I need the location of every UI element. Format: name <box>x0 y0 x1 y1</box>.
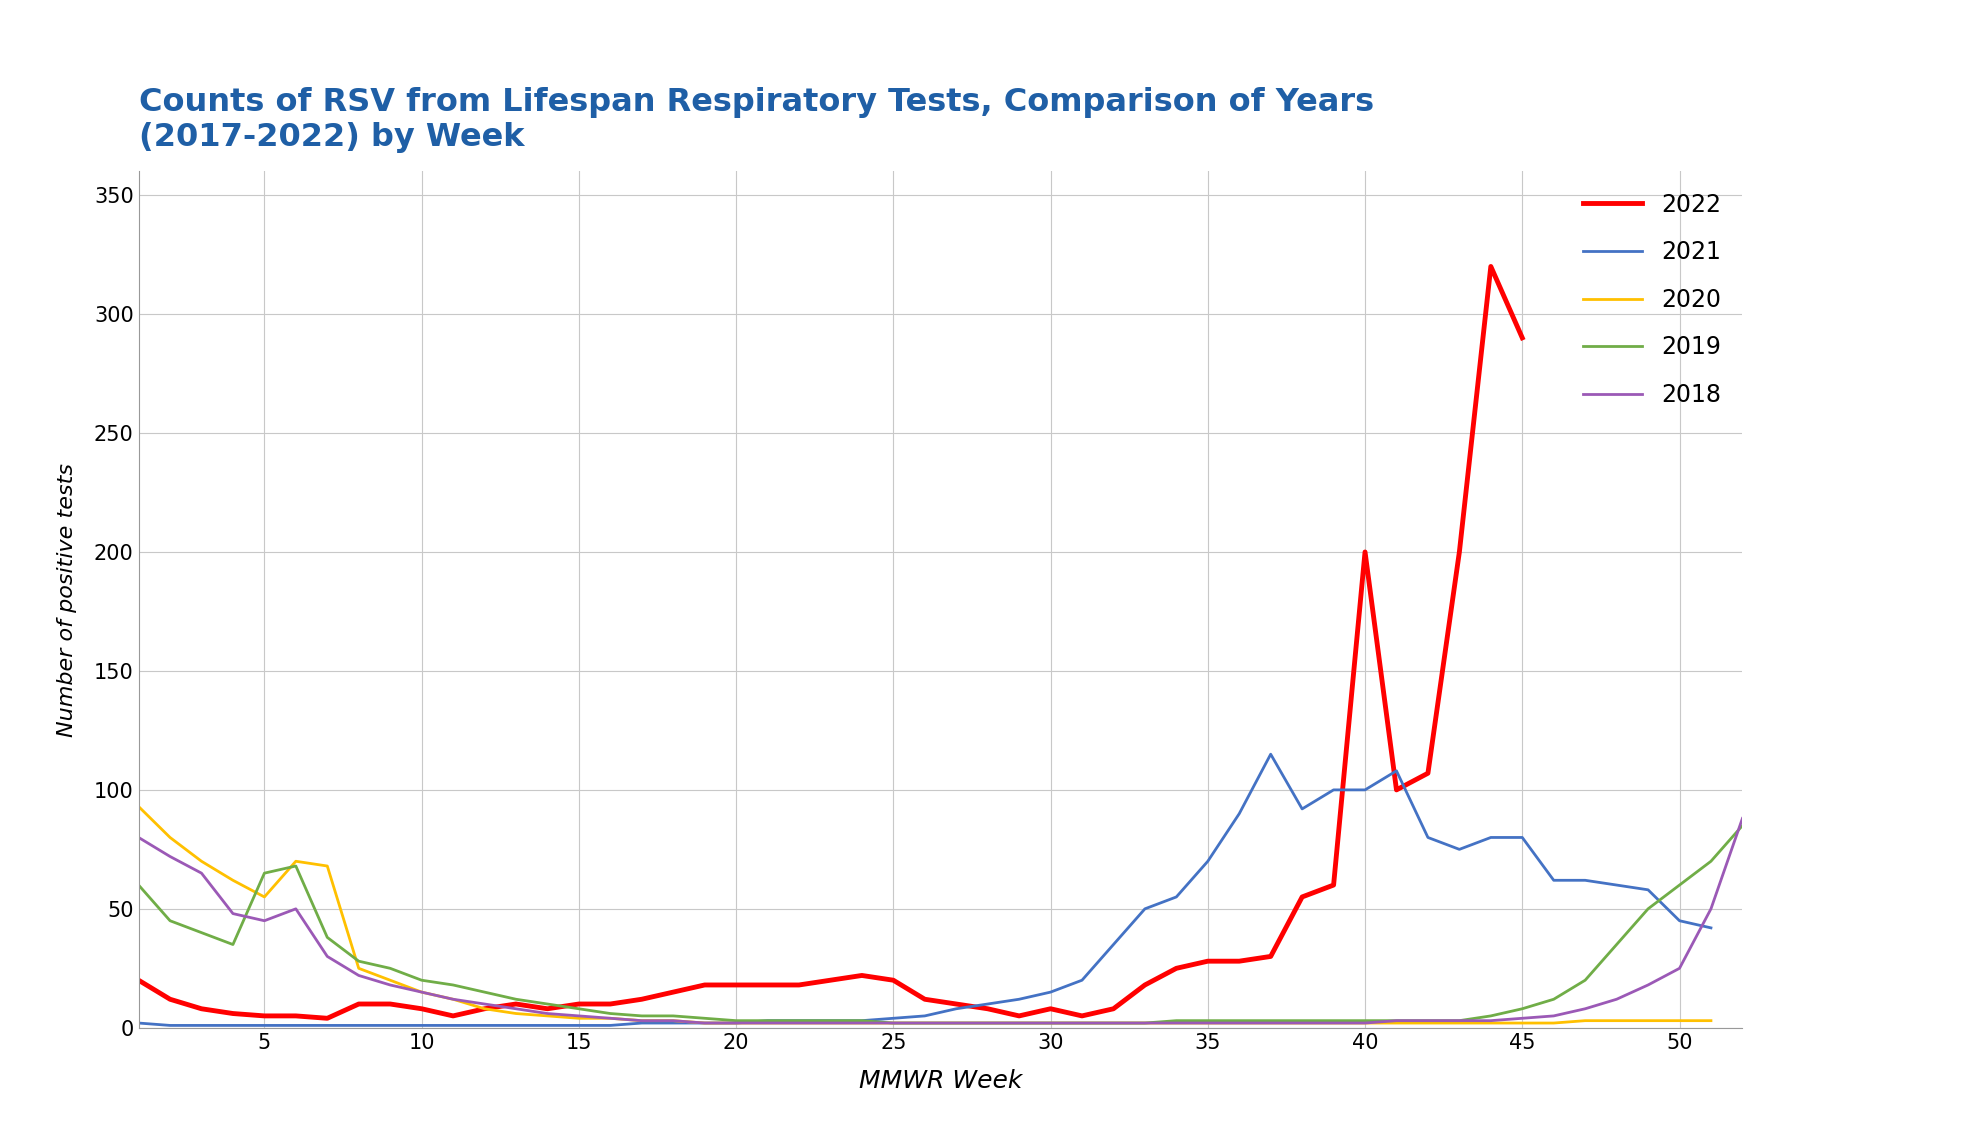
2019 <box>1133 1016 1156 1030</box>
2022 <box>410 1002 434 1015</box>
2018 <box>913 1016 937 1030</box>
2022 <box>1101 1002 1125 1015</box>
2022 <box>1228 955 1251 968</box>
Line: 2019: 2019 <box>139 826 1742 1023</box>
2020 <box>1699 1014 1723 1028</box>
2022 <box>1164 962 1188 975</box>
2022 <box>1008 1010 1032 1023</box>
2022 <box>315 1012 339 1026</box>
2022 <box>788 978 812 991</box>
2020 <box>1291 1016 1315 1030</box>
2020 <box>473 1002 497 1015</box>
2019 <box>881 1016 905 1030</box>
2021 <box>630 1016 653 1030</box>
2022 <box>222 1007 246 1021</box>
2022 <box>1352 545 1376 558</box>
2018 <box>693 1016 717 1030</box>
Y-axis label: Number of positive tests: Number of positive tests <box>57 463 77 737</box>
Line: 2018: 2018 <box>139 819 1742 1023</box>
2022 <box>158 992 182 1006</box>
2022 <box>346 997 370 1011</box>
2021 <box>1259 747 1283 761</box>
2019 <box>693 1012 717 1026</box>
2021 <box>1323 783 1346 797</box>
2022 <box>1291 890 1315 903</box>
2021 <box>158 1019 182 1032</box>
Line: 2021: 2021 <box>139 754 1711 1026</box>
2022 <box>1323 878 1346 892</box>
2021 <box>1667 914 1691 927</box>
2021 <box>127 1016 150 1030</box>
2022 <box>1416 766 1439 780</box>
2022 <box>127 973 150 987</box>
2022 <box>630 992 653 1006</box>
2022 <box>849 968 873 982</box>
2020 <box>1667 1014 1691 1028</box>
2019 <box>253 867 277 880</box>
2022 <box>1196 955 1220 968</box>
2019 <box>913 1016 937 1030</box>
2022 <box>473 1002 497 1015</box>
2022 <box>693 978 717 991</box>
2022 <box>1069 1010 1093 1023</box>
2019 <box>1635 902 1659 916</box>
2022 <box>1040 1002 1063 1015</box>
2020 <box>693 1016 717 1030</box>
2021 <box>505 1019 529 1032</box>
2018 <box>1635 978 1659 991</box>
2018 <box>1133 1016 1156 1030</box>
Line: 2020: 2020 <box>139 806 1711 1023</box>
2022 <box>283 1010 307 1023</box>
2022 <box>818 973 842 987</box>
2020 <box>127 799 150 813</box>
2022 <box>1259 950 1283 964</box>
2022 <box>881 973 905 987</box>
2022 <box>253 1010 277 1023</box>
2022 <box>1133 978 1156 991</box>
2022 <box>1384 783 1408 797</box>
X-axis label: MMWR Week: MMWR Week <box>859 1069 1022 1093</box>
2020 <box>1196 1016 1220 1030</box>
2021 <box>1196 854 1220 868</box>
2019 <box>1196 1014 1220 1028</box>
2018 <box>127 830 150 844</box>
2022 <box>1447 545 1471 558</box>
2022 <box>535 1002 558 1015</box>
2018 <box>725 1016 748 1030</box>
2021 <box>661 1016 685 1030</box>
2022 <box>1479 259 1503 273</box>
2022 <box>378 997 402 1011</box>
Line: 2022: 2022 <box>139 266 1523 1019</box>
2018 <box>1196 1016 1220 1030</box>
2022 <box>913 992 937 1006</box>
2022 <box>1511 331 1534 345</box>
2022 <box>598 997 622 1011</box>
2022 <box>505 997 529 1011</box>
2022 <box>976 1002 1000 1015</box>
2022 <box>661 986 685 999</box>
2022 <box>725 978 748 991</box>
2022 <box>944 997 968 1011</box>
2021 <box>1699 920 1723 934</box>
2019 <box>1731 819 1754 833</box>
2020 <box>630 1014 653 1028</box>
2022 <box>442 1010 465 1023</box>
2019 <box>127 878 150 892</box>
Text: Counts of RSV from Lifespan Respiratory Tests, Comparison of Years
(2017-2022) b: Counts of RSV from Lifespan Respiratory … <box>139 87 1374 153</box>
2020 <box>598 1012 622 1026</box>
2022 <box>566 997 590 1011</box>
2018 <box>253 914 277 927</box>
Legend: 2022, 2021, 2020, 2019, 2018: 2022, 2021, 2020, 2019, 2018 <box>1574 183 1731 417</box>
2022 <box>756 978 780 991</box>
2022 <box>190 1002 214 1015</box>
2018 <box>1731 812 1754 826</box>
